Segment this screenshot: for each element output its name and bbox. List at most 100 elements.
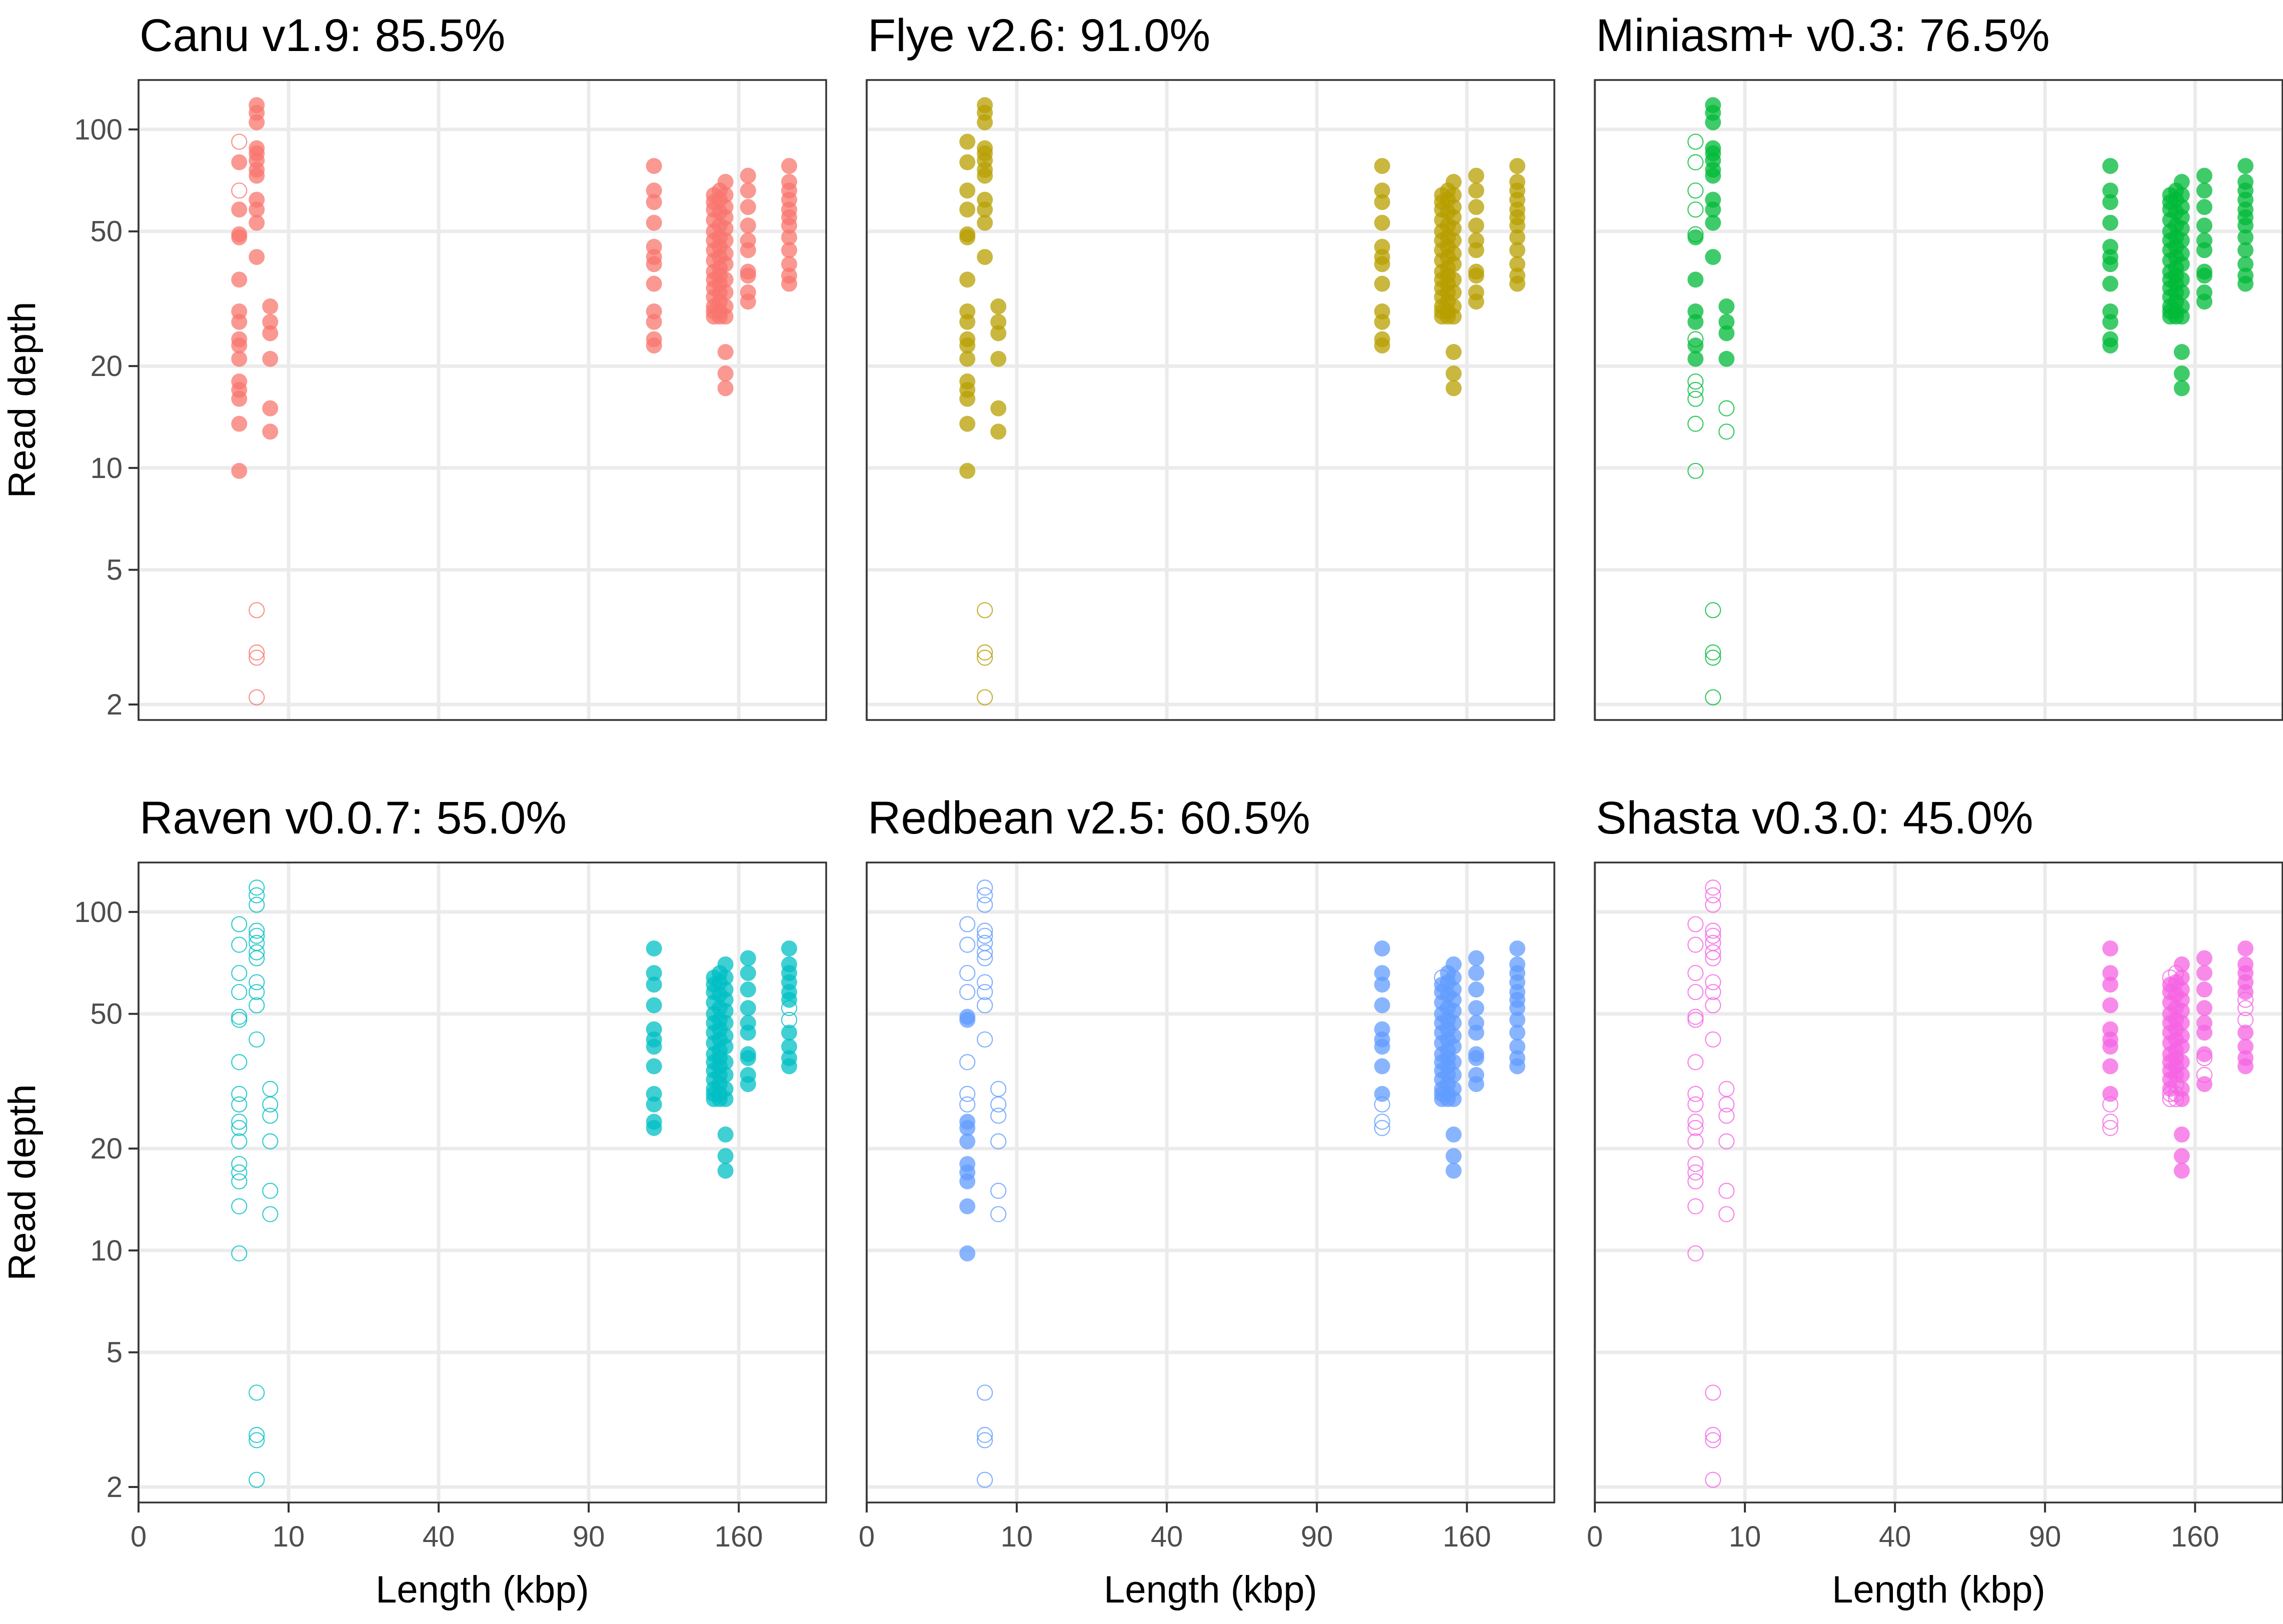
x-tick-label: 10: [1729, 1520, 1761, 1553]
facet-panel: Shasta v0.3.0: 45.0% 0 10 40 90 160 Length (kb…: [1587, 792, 2283, 1611]
data-point: [2173, 209, 2190, 226]
data-point: [2173, 956, 2190, 972]
data-point-hollow: [1705, 880, 1721, 896]
data-point-hollow: [249, 689, 265, 706]
data-point: [1718, 298, 1735, 314]
data-point: [249, 202, 265, 218]
data-point: [2173, 232, 2190, 248]
data-point: [231, 202, 248, 218]
data-point: [740, 982, 756, 998]
panel-title: Shasta v0.3.0: 45.0%: [1596, 792, 2033, 844]
data-point: [2196, 168, 2212, 184]
data-point: [2173, 256, 2190, 272]
data-point: [1445, 209, 1462, 226]
data-point: [740, 965, 756, 982]
data-point-hollow: [231, 916, 248, 932]
data-point: [2196, 182, 2212, 199]
data-point: [2102, 1058, 2118, 1074]
data-point-hollow: [2237, 1000, 2254, 1016]
data-point: [781, 218, 797, 234]
data-point: [740, 218, 756, 234]
panel-background: [1595, 862, 2282, 1502]
data-point: [717, 1148, 734, 1164]
data-point: [959, 1198, 976, 1214]
data-point: [231, 390, 248, 407]
data-point-hollow: [1687, 1008, 1704, 1025]
data-point: [959, 1245, 976, 1262]
data-point-hollow: [1705, 928, 1721, 944]
data-point-hollow: [1687, 936, 1704, 953]
data-point: [1445, 1038, 1462, 1055]
data-point: [2173, 1002, 2190, 1019]
y-tick-label: 5: [107, 1336, 123, 1369]
data-point: [1509, 1024, 1525, 1041]
y-tick-label: 2: [107, 688, 123, 721]
data-point-hollow: [959, 916, 976, 932]
data-point-hollow: [977, 1384, 993, 1401]
data-point: [1705, 214, 1721, 231]
data-point: [231, 272, 248, 288]
data-point: [1374, 976, 1390, 993]
facet-panel: Canu v1.9: 85.5% 2 5 10 20 50 100 Read depth: [1, 10, 827, 721]
data-point-hollow: [1687, 134, 1704, 150]
data-point-hollow: [1687, 964, 1704, 982]
data-point: [959, 202, 976, 218]
data-point: [2173, 284, 2190, 300]
data-point: [781, 276, 797, 292]
data-point: [959, 1173, 976, 1190]
data-point: [1445, 380, 1462, 396]
panel-background: [867, 80, 1554, 720]
data-point: [1468, 1076, 1484, 1092]
data-point-hollow: [1687, 1012, 1704, 1028]
data-point-hollow: [977, 997, 993, 1014]
data-point-hollow: [959, 964, 976, 982]
data-point: [1445, 970, 1462, 986]
data-point-hollow: [2102, 1096, 2118, 1112]
data-point-hollow: [1687, 1245, 1704, 1262]
data-point: [781, 1038, 797, 1055]
data-point: [2196, 950, 2212, 966]
data-point-hollow: [249, 602, 265, 618]
data-point: [1445, 992, 1462, 1008]
data-point: [2173, 970, 2190, 986]
data-point-hollow: [990, 1096, 1007, 1112]
data-point-hollow: [1705, 650, 1721, 666]
y-axis-label: Read depth: [1, 1084, 44, 1281]
data-point: [1705, 168, 1721, 184]
data-point: [2102, 276, 2118, 292]
panel-border: [138, 862, 827, 1504]
facet-panel: Miniasm+ v0.3: 76.5%: [1593, 10, 2283, 721]
data-point: [262, 400, 279, 416]
data-point-hollow: [231, 1173, 248, 1190]
panel-border: [866, 79, 1555, 721]
y-axis-label: Read depth: [1, 302, 44, 498]
data-point: [262, 325, 279, 342]
x-tick-label: 10: [1001, 1520, 1033, 1553]
data-point-hollow: [262, 1133, 279, 1150]
data-point-hollow: [1705, 896, 1721, 913]
data-point: [1468, 199, 1484, 216]
data-point: [2237, 940, 2253, 956]
data-point: [2102, 997, 2118, 1014]
data-point: [990, 314, 1007, 330]
data-point-hollow: [1718, 1206, 1735, 1222]
data-point: [740, 1050, 756, 1066]
data-point: [1374, 965, 1390, 982]
data-point-hollow: [977, 887, 993, 904]
facet-panel: Redbean v2.5: 60.5% 0 10 40 90 160 Length (kbp…: [859, 792, 1555, 1611]
data-point-hollow: [1718, 1133, 1735, 1150]
data-point: [2237, 1038, 2253, 1055]
data-point-hollow: [1687, 1054, 1704, 1070]
data-point-hollow: [977, 984, 993, 1000]
data-point-hollow: [1687, 201, 1704, 218]
data-point: [1468, 242, 1484, 258]
data-point: [2173, 1162, 2190, 1179]
data-point: [646, 976, 662, 993]
panel-title: Redbean v2.5: 60.5%: [868, 792, 1310, 844]
data-point: [2102, 194, 2118, 210]
data-point-hollow: [249, 644, 265, 661]
data-point-hollow: [977, 880, 993, 896]
data-point: [1718, 314, 1735, 330]
data-point: [2102, 965, 2118, 982]
data-point: [262, 298, 279, 314]
